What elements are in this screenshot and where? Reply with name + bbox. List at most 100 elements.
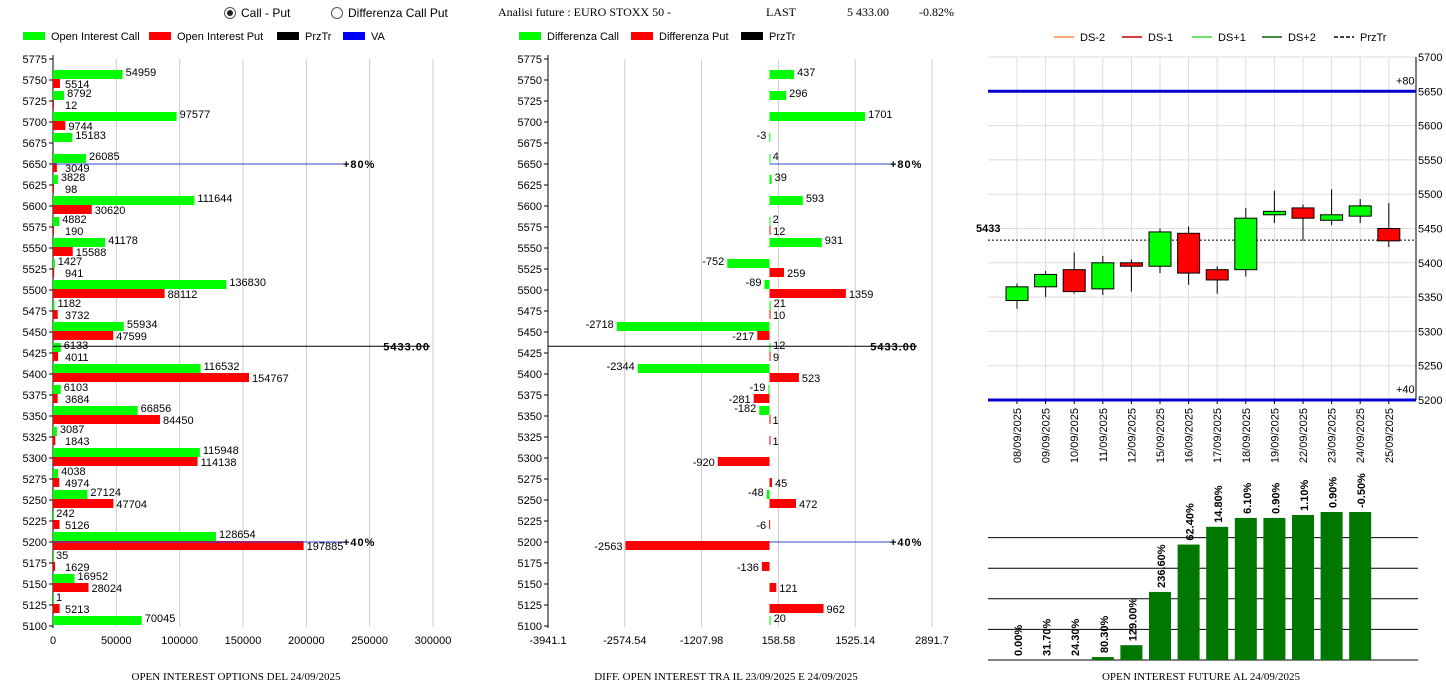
put-bar [53, 268, 55, 277]
put-bar [53, 205, 92, 214]
strike-label: 5750 [23, 75, 47, 87]
call-diff-label: 21 [774, 298, 786, 310]
put-value-label: 9744 [68, 121, 92, 133]
date-label: 22/09/2025 [1298, 408, 1310, 463]
future-bar [1206, 526, 1229, 660]
put-diff-label: 1359 [849, 289, 873, 301]
y-tick-label: 5400 [1418, 258, 1442, 270]
strike-label: 5700 [518, 117, 542, 129]
call-diff-label: 296 [789, 88, 807, 100]
panel-title: OPEN INTEREST FUTURE AL 24/09/2025 [1102, 671, 1301, 683]
put-value-label: 84450 [163, 415, 194, 427]
put-value-label: 190 [65, 226, 83, 238]
put-bar [53, 331, 114, 340]
candle-body [1119, 262, 1143, 267]
y-tick-label: 5450 [1418, 224, 1442, 236]
price-line-label: 5433.00 [870, 341, 917, 353]
x-tick-label: 158.58 [762, 635, 796, 647]
radio-call-put[interactable]: Call - Put [224, 6, 290, 20]
put-bar [53, 310, 58, 319]
date-label: 11/09/2025 [1098, 408, 1110, 462]
put-value-label: 3049 [65, 163, 89, 175]
put-bar [53, 520, 60, 529]
future-pct-label: 0.00% [1013, 625, 1025, 656]
strike-label: 5275 [518, 474, 542, 486]
put-value-label: 1843 [65, 436, 89, 448]
put-diff-bar [769, 415, 771, 424]
call-bar [53, 280, 227, 289]
put-diff-bar [761, 562, 770, 571]
strike-label: 5475 [23, 306, 47, 318]
call-diff-bar [764, 280, 770, 289]
legend-swatch [343, 32, 365, 40]
put-diff-label: 10 [773, 310, 785, 322]
strike-label: 5325 [518, 432, 542, 444]
put-diff-label: 9 [773, 352, 779, 364]
strike-label: 5650 [518, 159, 542, 171]
legend-swatch [631, 32, 653, 40]
call-diff-label: 2 [773, 214, 779, 226]
strike-label: 5225 [23, 516, 47, 528]
future-pct-label: 6.10% [1242, 483, 1254, 514]
put-value-label: 47704 [116, 499, 147, 511]
call-value-label: 3828 [61, 172, 85, 184]
legend-label: Differenza Put [659, 31, 729, 43]
y-tick-label: 5200 [1418, 395, 1442, 407]
put-bar [53, 352, 59, 361]
date-label: 09/09/2025 [1041, 408, 1053, 463]
candle-body [1348, 205, 1372, 217]
date-label: 10/09/2025 [1069, 408, 1081, 463]
put-value-label: 4974 [65, 478, 89, 490]
call-bar [53, 238, 106, 247]
strike-label: 5300 [518, 453, 542, 465]
call-bar [53, 406, 138, 415]
strike-label: 5575 [23, 222, 47, 234]
strike-label: 5125 [23, 600, 47, 612]
date-label: 08/09/2025 [1012, 408, 1024, 463]
put-bar [53, 436, 56, 445]
call-diff-bar [769, 70, 795, 79]
strike-label: 5575 [518, 222, 542, 234]
put-bar [53, 415, 160, 424]
future-pct-label: 236.60% [1156, 544, 1168, 588]
strike-label: 5425 [518, 348, 542, 360]
strike-label: 5600 [23, 201, 47, 213]
call-diff-label: -19 [750, 382, 766, 394]
strike-label: 5100 [518, 621, 542, 633]
call-diff-label: 437 [797, 67, 815, 79]
call-bar [53, 301, 55, 310]
band-label: +80 [1396, 75, 1415, 87]
radio-diff[interactable]: Differenza Call Put [331, 6, 448, 20]
call-diff-label: 4 [773, 151, 779, 163]
put-diff-bar [769, 520, 771, 529]
band-label: +40 [1396, 384, 1415, 396]
put-diff-label: -281 [729, 394, 751, 406]
y-tick-label: 5350 [1418, 292, 1442, 304]
candle-body [1320, 214, 1344, 221]
legend-swatch [519, 32, 541, 40]
candle-body [1034, 273, 1058, 288]
date-label: 23/09/2025 [1327, 408, 1339, 463]
call-diff-label: -2344 [607, 361, 635, 373]
future-bar [1091, 657, 1114, 660]
call-value-label: 1182 [57, 298, 81, 310]
future-bar [1349, 512, 1372, 660]
call-bar [53, 154, 87, 163]
date-label: 19/09/2025 [1269, 408, 1281, 463]
call-bar [53, 217, 60, 226]
call-diff-label: -3 [757, 130, 767, 142]
strike-label: 5225 [518, 516, 542, 528]
call-diff-bar [769, 196, 803, 205]
radio-selected-icon [224, 7, 236, 19]
panel-title: DIFF. OPEN INTEREST TRA IL 23/09/2025 E … [594, 671, 858, 683]
call-bar [53, 595, 54, 604]
strike-label: 5550 [518, 243, 542, 255]
future-bar [1177, 544, 1200, 660]
call-diff-bar [769, 112, 866, 121]
call-bar [53, 91, 65, 100]
call-diff-bar [759, 406, 770, 415]
date-label: 15/09/2025 [1155, 408, 1167, 463]
call-value-label: 116532 [204, 361, 240, 373]
strike-label: 5175 [518, 558, 542, 570]
put-diff-label: 472 [799, 499, 817, 511]
